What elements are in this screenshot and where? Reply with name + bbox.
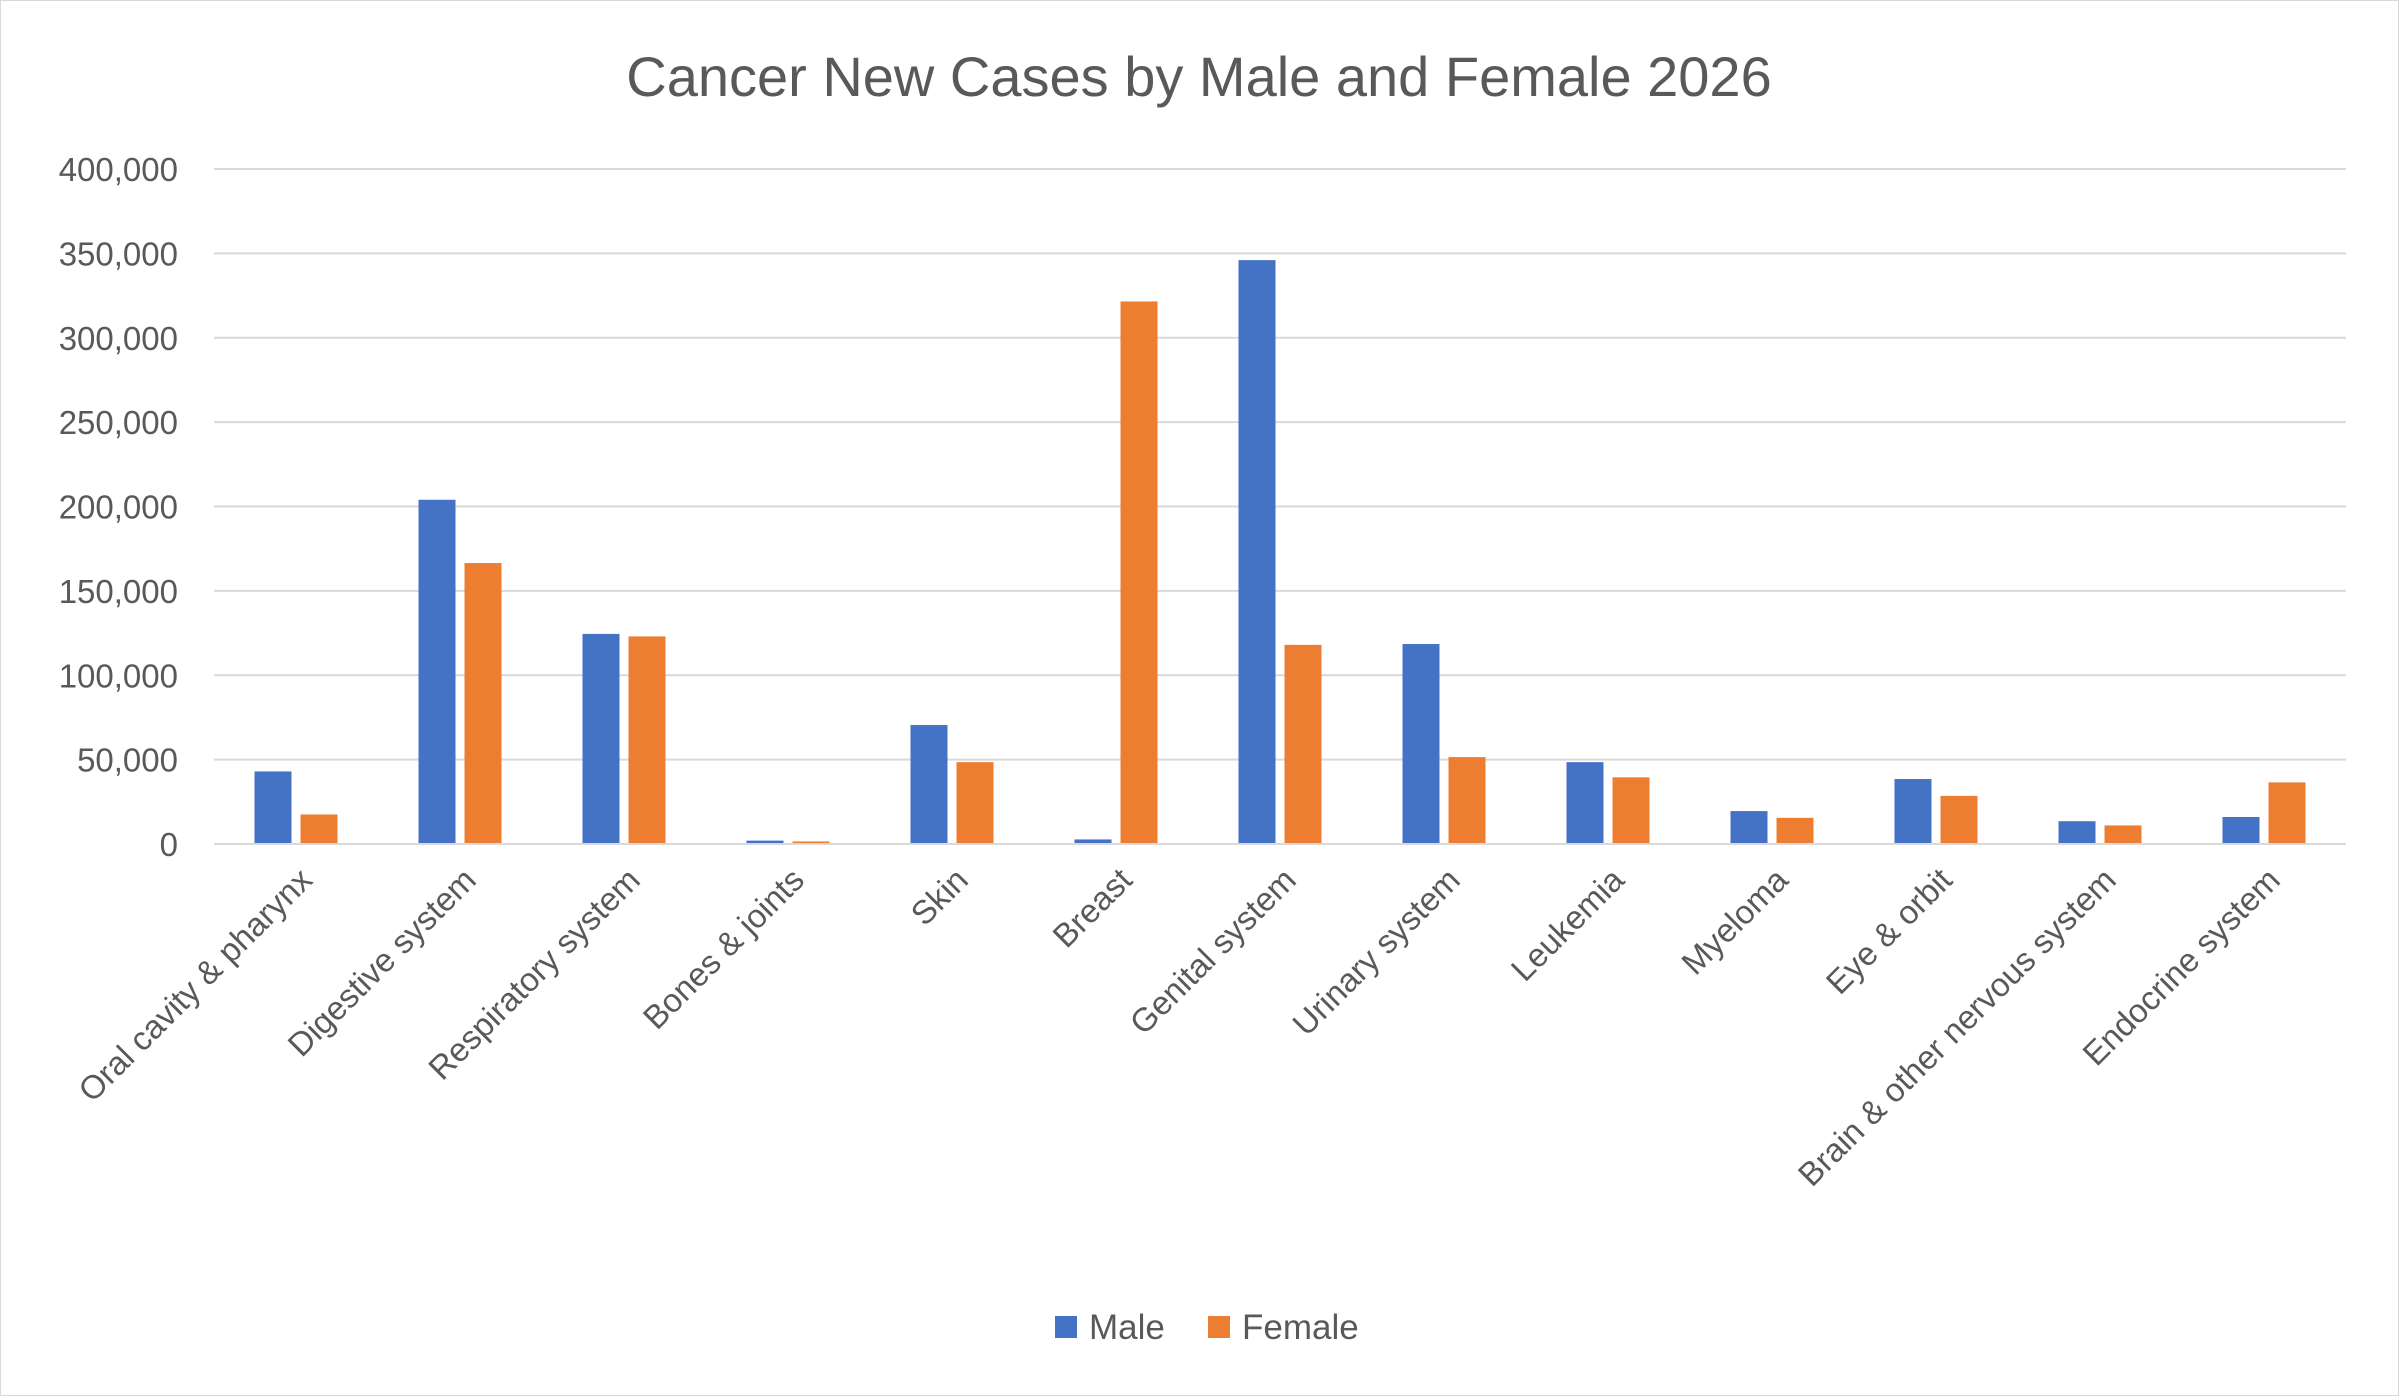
bar-male bbox=[1402, 644, 1440, 844]
x-category-label: Urinary system bbox=[1285, 861, 1467, 1043]
bar-female bbox=[1448, 757, 1486, 844]
legend-swatch-male bbox=[1055, 1316, 1077, 1338]
y-tick-label: 250,000 bbox=[59, 404, 178, 441]
bar-female bbox=[792, 841, 830, 844]
y-tick-label: 300,000 bbox=[59, 320, 178, 357]
x-category-label: Breast bbox=[1045, 861, 1139, 955]
x-category-label: Bones & joints bbox=[636, 861, 811, 1036]
bar-male bbox=[2222, 817, 2260, 844]
bar-female bbox=[1120, 301, 1158, 844]
y-tick-label: 200,000 bbox=[59, 489, 178, 526]
bar-female bbox=[1776, 817, 1814, 844]
bar-male bbox=[1730, 811, 1768, 844]
x-category-label: Brain & other nervous system bbox=[1791, 861, 2123, 1193]
x-category-label: Genital system bbox=[1122, 861, 1302, 1041]
legend-label-female: Female bbox=[1242, 1308, 1359, 1347]
legend-swatch-female bbox=[1208, 1316, 1230, 1338]
legend: Male Female bbox=[1055, 1308, 1359, 1347]
x-category-label: Myeloma bbox=[1674, 860, 1795, 981]
y-tick-label: 50,000 bbox=[77, 742, 178, 779]
x-category-label: Skin bbox=[903, 861, 975, 933]
y-tick-label: 350,000 bbox=[59, 235, 178, 272]
bar-male bbox=[1566, 762, 1604, 844]
bar-male bbox=[746, 840, 784, 844]
bar-male bbox=[1074, 839, 1112, 844]
bar-female bbox=[1612, 777, 1650, 844]
y-tick-label: 400,000 bbox=[59, 151, 178, 188]
gridlines bbox=[214, 168, 2346, 761]
bar-female bbox=[2268, 782, 2306, 844]
y-tick-label: 100,000 bbox=[59, 657, 178, 694]
bar-male bbox=[418, 499, 456, 844]
x-category-label: Eye & orbit bbox=[1819, 861, 1959, 1001]
bar-male bbox=[254, 771, 292, 844]
x-category-label: Leukemia bbox=[1504, 860, 1632, 988]
bar-male bbox=[2058, 821, 2096, 844]
bar-male bbox=[1894, 779, 1932, 844]
y-tick-label: 0 bbox=[160, 826, 178, 863]
chart-title: Cancer New Cases by Male and Female 2026 bbox=[626, 45, 1771, 108]
x-category-label: Oral cavity & pharynx bbox=[71, 860, 319, 1108]
bar-female bbox=[300, 814, 338, 844]
bar-male bbox=[582, 633, 620, 844]
legend-label-male: Male bbox=[1089, 1308, 1165, 1347]
y-axis-ticks: 0 50,000 100,000 150,000 200,000 250,000 300,0… bbox=[59, 151, 178, 863]
bar-female bbox=[464, 563, 502, 844]
y-tick-label: 150,000 bbox=[59, 573, 178, 610]
bar-female bbox=[628, 636, 666, 844]
bar-female bbox=[2104, 825, 2142, 844]
bar-female bbox=[956, 762, 994, 844]
bars bbox=[254, 260, 2306, 844]
bar-male bbox=[1238, 260, 1276, 844]
bar-male bbox=[910, 725, 948, 844]
bar-female bbox=[1284, 644, 1322, 844]
bar-female bbox=[1940, 795, 1978, 844]
